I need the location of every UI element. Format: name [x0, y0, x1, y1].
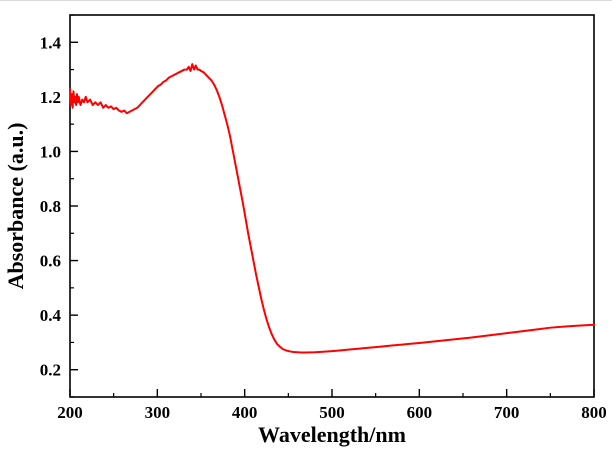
y-axis-label: Absorbance (a.u.) — [3, 123, 28, 290]
plot-area: 200 300 400 500 600 700 800 0.2 0.4 0.6 0.8 1.0 1.2 1… — [40, 14, 607, 422]
x-tick-label: 700 — [494, 403, 520, 422]
y-tick-label: 1.2 — [40, 88, 61, 107]
x-tick-label: 600 — [407, 403, 433, 422]
y-tick-label: 0.4 — [40, 306, 62, 325]
x-tick-label: 300 — [145, 403, 171, 422]
x-axis-label: Wavelength/nm — [258, 422, 406, 447]
spectrum-line-absorbance — [69, 63, 595, 354]
x-tick-label: 800 — [581, 403, 607, 422]
x-tick-label: 200 — [57, 403, 83, 422]
plot-frame — [69, 14, 595, 398]
y-tick-label: 0.8 — [40, 197, 61, 216]
y-tick-label: 1.4 — [40, 33, 62, 52]
x-tick-label: 500 — [319, 403, 345, 422]
y-tick-label: 1.0 — [40, 142, 61, 161]
x-tick-label: 400 — [232, 403, 258, 422]
y-tick-label: 0.2 — [40, 361, 61, 380]
y-tick-label: 0.6 — [40, 252, 61, 271]
